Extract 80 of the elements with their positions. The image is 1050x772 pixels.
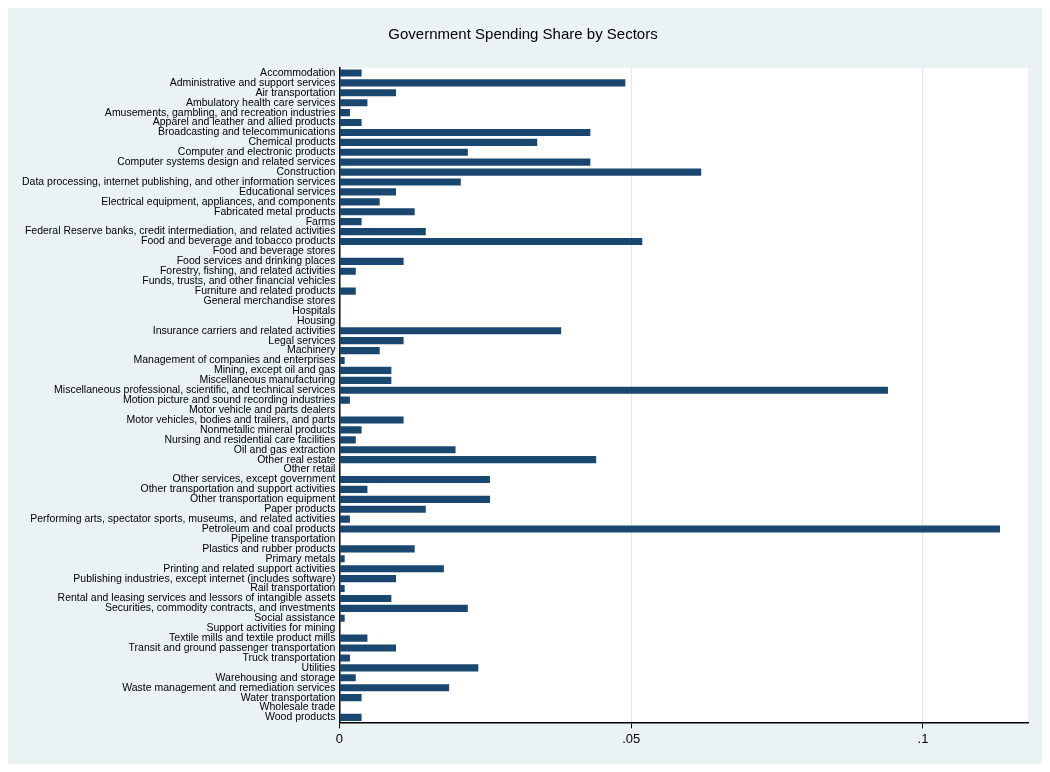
y-tick-label: Water transportation xyxy=(240,690,336,703)
y-tick-label: Legal services xyxy=(268,333,336,346)
bar xyxy=(339,694,362,702)
bar xyxy=(339,188,397,196)
bar xyxy=(339,337,404,345)
bar xyxy=(339,654,350,662)
bar xyxy=(339,495,490,503)
x-tick-label: .1 xyxy=(917,730,929,746)
y-tick-label: Other services, except government xyxy=(172,472,336,485)
bar xyxy=(339,257,404,265)
y-tick-label: Educational services xyxy=(239,184,336,197)
bar xyxy=(339,575,397,583)
bar xyxy=(339,376,392,384)
y-tick-label: Construction xyxy=(276,165,336,177)
bar xyxy=(339,416,404,424)
bar xyxy=(339,267,356,275)
y-tick-label: Chemical products xyxy=(248,135,336,148)
bar xyxy=(339,386,888,394)
bar xyxy=(339,158,591,166)
bar xyxy=(339,327,562,335)
y-tick-label: Other retail xyxy=(283,462,336,475)
bar xyxy=(339,218,362,226)
y-tick-label: Social assistance xyxy=(254,611,336,624)
bar xyxy=(339,584,345,593)
bar xyxy=(339,664,479,672)
bar xyxy=(339,168,702,176)
bar xyxy=(339,475,490,484)
bar xyxy=(339,426,362,434)
y-tick-label: Data processing, internet publishing, and other information services xyxy=(22,174,336,187)
bar xyxy=(339,237,643,246)
y-tick-label: Accommodation xyxy=(260,65,336,78)
bar xyxy=(339,109,350,117)
bar xyxy=(339,525,1000,533)
y-tick-label: Farms xyxy=(305,214,336,227)
y-tick-label: Machinery xyxy=(286,343,337,356)
bar xyxy=(339,396,350,404)
y-tick-label: Computer and electronic products xyxy=(177,145,336,158)
bar xyxy=(339,138,538,146)
bar xyxy=(339,366,392,374)
bar xyxy=(339,594,392,603)
bar xyxy=(339,198,380,206)
bar xyxy=(339,456,597,464)
x-tick-label: .05 xyxy=(622,730,641,746)
bar xyxy=(339,515,350,523)
y-tick-label: Support activities for mining xyxy=(206,621,336,634)
bar xyxy=(339,99,368,107)
bar xyxy=(339,555,345,563)
bar xyxy=(339,118,362,127)
bar xyxy=(339,674,356,682)
bar xyxy=(339,89,397,97)
bar xyxy=(339,148,468,156)
bar xyxy=(339,684,450,692)
bar xyxy=(339,79,626,87)
chart-title: Government Spending Share by Sectors xyxy=(388,25,658,43)
bar xyxy=(339,228,426,236)
bar xyxy=(339,545,415,553)
bar xyxy=(339,208,415,216)
bar xyxy=(339,614,345,622)
y-tick-label: Wood products xyxy=(264,710,336,723)
bar xyxy=(339,356,345,365)
bar xyxy=(339,69,362,77)
bar xyxy=(339,565,444,573)
bar xyxy=(339,287,356,295)
x-tick-label: 0 xyxy=(335,730,344,746)
bar xyxy=(339,634,368,642)
y-tick-label: Mining, except oil and gas xyxy=(214,363,336,376)
bar xyxy=(339,713,362,722)
y-tick-label: Federal Reserve banks, credit intermediation, and related activities xyxy=(24,224,336,237)
y-tick-label: Utilities xyxy=(301,660,336,673)
bar xyxy=(339,604,468,612)
bar xyxy=(339,446,456,454)
bar xyxy=(339,485,368,493)
bar xyxy=(339,644,397,652)
y-tick-label: Food and beverage and tobacco products xyxy=(141,234,336,247)
bar xyxy=(339,178,461,186)
bar xyxy=(339,347,380,355)
bar xyxy=(339,128,591,137)
bar xyxy=(339,505,426,513)
y-tick-label: Rental and leasing services and lessors of intangible assets xyxy=(57,591,336,604)
bar xyxy=(339,436,356,444)
